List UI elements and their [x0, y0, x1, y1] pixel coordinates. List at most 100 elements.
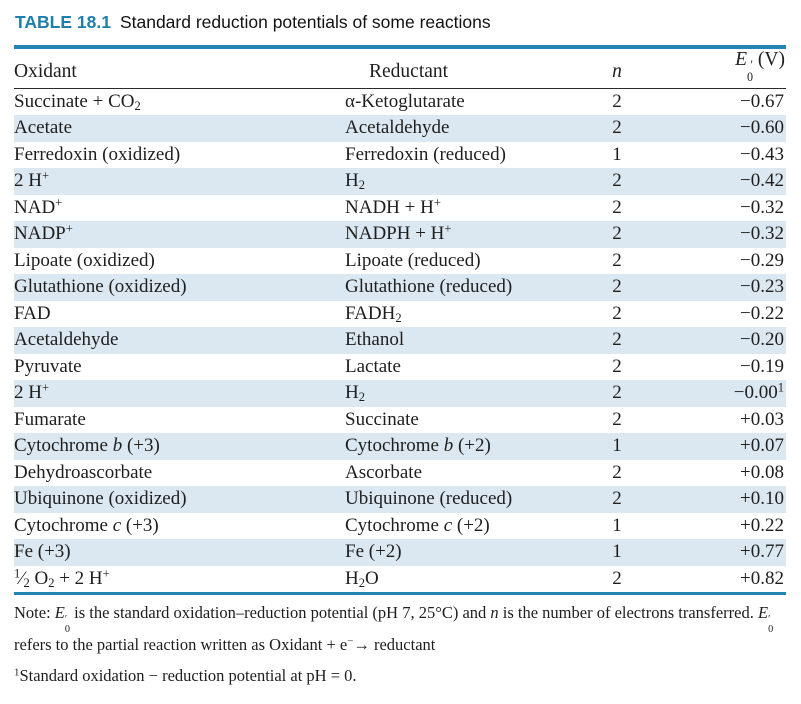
n-cell: 2 — [612, 117, 622, 138]
e0-cell: +0.03 — [740, 408, 784, 430]
reductant-cell: α-Ketoglutarate — [345, 90, 465, 112]
table-row: 2 H+ H2 2 −0.001 — [14, 380, 786, 407]
oxidant-cell: Acetate — [14, 117, 73, 138]
table-row: FAD FADH2 2 −0.22 — [14, 301, 786, 328]
e0-cell: +0.10 — [740, 488, 784, 509]
oxidant-cell: Ubiquinone (oxidized) — [14, 488, 187, 509]
reductant-cell: NADH + H+ — [345, 195, 441, 218]
table-row: Lipoate (oxidized) Lipoate (reduced) 2 −… — [14, 248, 786, 275]
table-row: Dehydroascorbate Ascorbate 2 +0.08 — [14, 460, 786, 487]
table-notes: Note: E ′ 0 is the standard oxidation–redu… — [14, 603, 786, 686]
n-cell: 1 — [612, 435, 622, 456]
n-cell: 1 — [612, 541, 622, 562]
n-cell: 2 — [612, 382, 622, 403]
n-cell: 2 — [612, 355, 622, 377]
table-row: 1⁄2 O2 + 2 H+ H2O 2 +0.82 — [14, 566, 786, 593]
table-number: TABLE 18.1 — [15, 12, 111, 32]
reductant-cell: Cytochrome c (+2) — [345, 514, 490, 536]
table-row: Succinate + CO2 α-Ketoglutarate 2 −0.67 — [14, 89, 786, 116]
n-cell: 2 — [612, 461, 622, 483]
oxidant-cell: Fe (+3) — [14, 541, 71, 562]
reductant-cell: H2 — [345, 170, 365, 192]
oxidant-cell: 2 H+ — [14, 380, 50, 403]
n-cell: 2 — [612, 329, 622, 350]
table-row: Acetaldehyde Ethanol 2 −0.20 — [14, 327, 786, 354]
oxidant-cell: Cytochrome b (+3) — [14, 435, 160, 456]
n-cell: 2 — [612, 223, 622, 244]
table-body: Succinate + CO2 α-Ketoglutarate 2 −0.67 … — [14, 89, 786, 593]
table-row: Cytochrome b (+3) Cytochrome b (+2) 1 +0… — [14, 433, 786, 460]
reductant-cell: H2O — [345, 567, 379, 590]
e0-cell: −0.20 — [740, 329, 784, 350]
e0-cell: −0.22 — [740, 302, 784, 324]
e0-cell: −0.42 — [740, 170, 784, 191]
reductant-cell: Cytochrome b (+2) — [345, 435, 491, 456]
n-cell: 1 — [612, 143, 622, 165]
e0-cell: −0.19 — [740, 355, 784, 377]
n-cell: 2 — [612, 90, 622, 112]
table-title: TABLE 18.1 Standard reduction potentials … — [15, 12, 786, 33]
e0-cell: −0.60 — [740, 117, 784, 138]
oxidant-cell: Acetaldehyde — [14, 329, 119, 350]
textbook-table-page: TABLE 18.1 Standard reduction potentials … — [14, 12, 786, 686]
reductant-cell: H2 — [345, 382, 365, 404]
n-cell: 2 — [612, 196, 622, 218]
table-row: NAD+ NADH + H+ 2 −0.32 — [14, 195, 786, 222]
reductant-cell: Succinate — [345, 408, 419, 430]
oxidant-cell: 1⁄2 O2 + 2 H+ — [14, 566, 110, 590]
oxidant-cell: Pyruvate — [14, 355, 82, 377]
table-row: Cytochrome c (+3) Cytochrome c (+2) 1 +0… — [14, 513, 786, 540]
e0-cell: +0.82 — [740, 567, 784, 589]
e0-cell: +0.07 — [740, 435, 784, 456]
reductant-cell: Ferredoxin (reduced) — [345, 143, 506, 165]
reductant-cell: NADPH + H+ — [345, 221, 452, 244]
header-oxidant: Oxidant — [14, 61, 77, 82]
n-cell: 2 — [612, 170, 622, 191]
header-e0: E ′ 0 (V) — [735, 48, 785, 84]
n-cell: 2 — [612, 302, 622, 324]
table-row: 2 H+ H2 2 −0.42 — [14, 168, 786, 195]
table-row: Pyruvate Lactate 2 −0.19 — [14, 354, 786, 381]
oxidant-cell: Succinate + CO2 — [14, 90, 141, 113]
e0-cell: −0.32 — [740, 223, 784, 244]
e0-cell: +0.77 — [740, 541, 784, 562]
table-row: NADP+ NADPH + H+ 2 −0.32 — [14, 221, 786, 248]
e0-cell: −0.23 — [740, 276, 784, 297]
reductant-cell: Acetaldehyde — [345, 117, 450, 138]
table-row: Ferredoxin (oxidized) Ferredoxin (reduce… — [14, 142, 786, 169]
table-row: Glutathione (oxidized) Glutathione (redu… — [14, 274, 786, 301]
oxidant-cell: NADP+ — [14, 221, 73, 244]
n-cell: 2 — [612, 567, 622, 589]
table-row: Ubiquinone (oxidized) Ubiquinone (reduce… — [14, 486, 786, 513]
e0-cell: −0.001 — [733, 380, 784, 403]
n-cell: 2 — [612, 488, 622, 509]
e0-cell: −0.32 — [740, 196, 784, 218]
oxidant-cell: FAD — [14, 302, 51, 324]
reductant-cell: Ascorbate — [345, 461, 423, 483]
oxidant-cell: Dehydroascorbate — [14, 461, 153, 483]
oxidant-cell: Lipoate (oxidized) — [14, 249, 155, 271]
reductant-cell: FADH2 — [345, 302, 402, 325]
table-row: Fe (+3) Fe (+2) 1 +0.77 — [14, 539, 786, 566]
bottom-rule — [14, 592, 786, 595]
e0-cell: −0.43 — [740, 143, 784, 165]
e0-cell: +0.08 — [740, 461, 784, 483]
table-header-row: Oxidant Reductant n E ′ 0 (V) — [14, 49, 786, 89]
oxidant-cell: Fumarate — [14, 408, 86, 430]
oxidant-cell: NAD+ — [14, 195, 63, 218]
top-rule — [14, 45, 786, 49]
reductant-cell: Lactate — [345, 355, 401, 377]
header-n: n — [612, 61, 622, 82]
oxidant-cell: Glutathione (oxidized) — [14, 276, 187, 297]
table-footnote: 1Standard oxidation − reduction potentia… — [14, 665, 357, 685]
reductant-cell: Lipoate (reduced) — [345, 249, 481, 271]
n-cell: 2 — [612, 276, 622, 297]
n-cell: 2 — [612, 408, 622, 430]
table-row: Acetate Acetaldehyde 2 −0.60 — [14, 115, 786, 142]
table-note: Note: E ′ 0 is the standard oxidation–redu… — [14, 603, 774, 655]
reductant-cell: Fe (+2) — [345, 541, 402, 562]
reductant-cell: Glutathione (reduced) — [345, 276, 513, 297]
n-cell: 1 — [612, 514, 622, 536]
table-row: Fumarate Succinate 2 +0.03 — [14, 407, 786, 434]
header-reductant: Reductant — [369, 61, 449, 82]
